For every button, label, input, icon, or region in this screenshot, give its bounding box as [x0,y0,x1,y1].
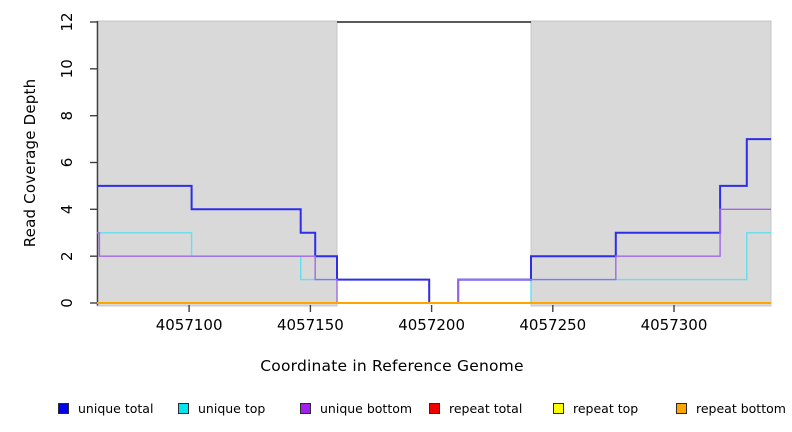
legend-item-label: unique total [78,401,154,416]
legend-swatch [178,403,189,414]
legend-item: repeat total [429,400,522,417]
legend-item-label: repeat bottom [696,401,786,416]
x-axis-title: Coordinate in Reference Genome [260,357,524,375]
legend-swatch [676,403,687,414]
x-tick-label: 4057150 [277,316,344,334]
legend-item-label: repeat top [573,401,639,416]
legend-item-label: repeat total [449,401,523,416]
legend-swatch [429,403,440,414]
x-tick-label: 4057200 [398,316,465,334]
y-tick-label: 8 [58,111,76,121]
x-tick-label: 4057100 [156,316,223,334]
legend-item-label: unique bottom [320,401,413,416]
legend-item: repeat bottom [676,400,786,417]
legend-swatch [300,403,311,414]
x-tick-label: 4057300 [641,316,708,334]
right-shaded-region [530,20,772,307]
y-tick-label: 6 [58,158,76,168]
legend-swatch [553,403,564,414]
y-tick-label: 2 [58,251,76,261]
x-tick-label: 4057250 [519,316,586,334]
legend-swatch [58,403,69,414]
y-tick-label: 12 [58,12,76,31]
y-tick-label: 4 [58,205,76,215]
legend-item: unique bottom [300,400,412,417]
legend-item: unique top [178,400,265,417]
legend-item: repeat top [553,400,638,417]
legend-item: unique total [58,400,153,417]
left-shaded-region [96,20,338,307]
legend-item-label: unique top [198,401,266,416]
y-tick-label: 10 [58,59,76,78]
y-tick-label: 0 [58,298,76,308]
